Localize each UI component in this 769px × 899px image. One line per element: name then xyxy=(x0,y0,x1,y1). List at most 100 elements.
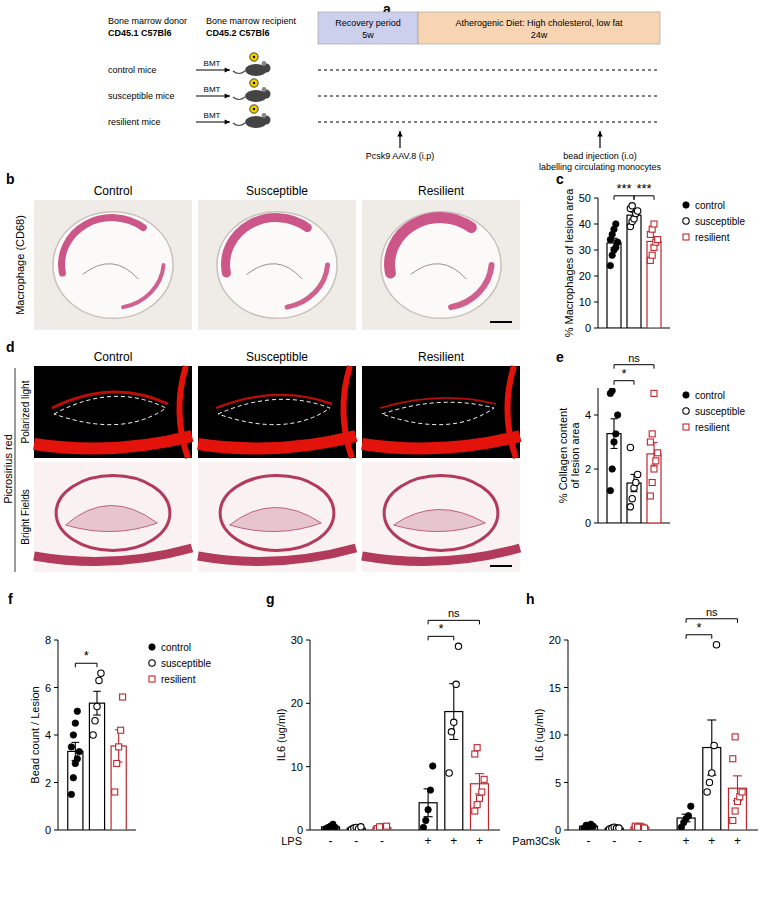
y-tick xyxy=(564,640,568,641)
data-point xyxy=(633,479,639,485)
micrograph xyxy=(362,200,520,330)
y-tick-label: 30 xyxy=(291,634,303,646)
lumen-edge xyxy=(411,264,467,279)
stain-label: Picrosirius red xyxy=(2,434,14,504)
y-tick-label: 8 xyxy=(45,634,51,646)
mouse-tail xyxy=(233,71,245,74)
row-label: Macrophage (CD68) xyxy=(14,215,26,315)
panel-letter: c xyxy=(556,171,564,187)
y-tick xyxy=(54,782,58,783)
bar xyxy=(728,788,746,830)
lesion-outline xyxy=(54,396,166,424)
micrograph xyxy=(362,366,520,458)
micrograph-ground xyxy=(198,366,356,458)
collagen-signal xyxy=(343,366,352,458)
significance-bracket xyxy=(428,636,454,640)
data-point xyxy=(629,203,635,209)
error-bar xyxy=(733,776,742,801)
data-point xyxy=(90,732,96,738)
data-point xyxy=(116,744,122,750)
data-point xyxy=(706,779,712,785)
y-tick-label: 40 xyxy=(579,218,591,230)
x-axis-title: Pam3Csk xyxy=(512,835,560,847)
bar xyxy=(419,803,437,830)
y-axis-title: % Collagen contentof lesion area xyxy=(557,408,581,503)
data-point xyxy=(96,677,102,683)
data-point xyxy=(72,720,78,726)
mouse-ear xyxy=(262,113,267,118)
y-tick xyxy=(594,523,598,524)
y-tick xyxy=(54,735,58,736)
bar xyxy=(607,243,621,328)
data-point xyxy=(479,789,485,795)
significance-bracket xyxy=(614,365,654,369)
donor-label: Bone marrow donor xyxy=(108,16,187,26)
data-point xyxy=(112,789,118,795)
data-point xyxy=(420,824,426,830)
y-tick xyxy=(306,766,310,767)
data-point xyxy=(688,803,694,809)
irradiation-icon xyxy=(250,53,258,61)
error-cap xyxy=(93,691,101,692)
data-point xyxy=(614,412,620,418)
x-tick-label: - xyxy=(354,834,358,848)
phase-box xyxy=(418,12,660,44)
error-cap xyxy=(611,448,618,449)
timeline xyxy=(318,70,660,71)
panel-letter: e xyxy=(556,349,564,365)
data-point xyxy=(642,825,648,830)
legend-label: control xyxy=(695,390,725,401)
data-point xyxy=(713,642,719,648)
y-tick xyxy=(594,302,598,303)
lesion-outline xyxy=(218,399,330,424)
data-point xyxy=(613,431,619,437)
y-tick xyxy=(594,328,598,329)
data-point xyxy=(732,734,738,740)
mouse-tail xyxy=(233,97,245,100)
legend-label: resilient xyxy=(695,232,730,243)
plaque xyxy=(230,507,322,531)
data-point xyxy=(704,789,710,795)
timeline xyxy=(318,96,660,97)
data-point xyxy=(649,431,655,437)
mouse-tail xyxy=(233,123,245,126)
column-title: Control xyxy=(94,350,133,364)
irradiation-icon xyxy=(250,105,258,113)
y-tick-label: 15 xyxy=(549,682,561,694)
micrograph-ground xyxy=(362,366,520,458)
data-point xyxy=(732,808,738,814)
legend-marker xyxy=(149,660,155,666)
data-point xyxy=(730,818,736,824)
bmt-arrow-head xyxy=(225,93,230,98)
error-cap xyxy=(475,773,484,774)
data-point xyxy=(70,775,76,781)
y-tick-label: 10 xyxy=(579,296,591,308)
y-axis xyxy=(598,388,599,523)
irradiation-disc xyxy=(250,79,258,87)
y-axis-title: Bead count / Lesion xyxy=(29,686,41,783)
legend-label: resilient xyxy=(695,422,730,433)
data-point xyxy=(590,823,596,829)
donor-label: CD45.1 C57Bl6 xyxy=(108,28,172,38)
data-point xyxy=(655,450,661,456)
data-point xyxy=(455,643,461,649)
vessel-wall xyxy=(220,476,334,551)
legend-marker xyxy=(149,676,155,682)
data-point xyxy=(651,390,657,396)
data-point xyxy=(430,763,436,769)
bar xyxy=(647,454,661,523)
x-tick-label: - xyxy=(587,834,591,848)
legend-marker xyxy=(683,424,689,430)
y-axis xyxy=(598,198,599,328)
scale-bar xyxy=(490,565,512,567)
data-point xyxy=(649,252,655,258)
micrograph-ground xyxy=(362,462,520,572)
data-point xyxy=(70,732,76,738)
event-label: Pcsk9 AAV.8 (i.p) xyxy=(366,151,435,161)
data-point xyxy=(481,776,487,782)
irradiation-dot xyxy=(253,56,255,58)
scale-bar xyxy=(490,321,512,323)
collagen-signal xyxy=(507,366,516,458)
panel-letter: h xyxy=(526,591,535,607)
significance-label: ns xyxy=(706,606,718,618)
